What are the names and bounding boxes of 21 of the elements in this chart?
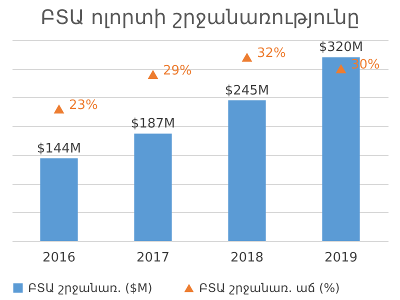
point: [148, 70, 158, 79]
data-label: 23%: [69, 98, 98, 113]
x-tick-label: 2016: [42, 250, 76, 266]
data-label: 32%: [257, 46, 286, 62]
data-label: 29%: [163, 63, 192, 78]
x-tick-label: 2018: [230, 250, 264, 266]
legend-label: ԲՏԱ շրջանառ. ($M): [28, 281, 152, 295]
bar: [40, 158, 78, 241]
data-label: $144M: [36, 141, 82, 156]
x-tick-label: 2019: [324, 250, 358, 266]
x-tick-label: 2017: [136, 250, 170, 266]
chart-title: ԲՏԱ ոլորտի շրջանառությունը: [40, 5, 360, 29]
point: [54, 104, 64, 114]
data-label: $187M: [130, 116, 176, 132]
point: [336, 64, 346, 74]
bar: [228, 100, 266, 241]
point: [242, 52, 252, 62]
data-label: $320M: [318, 40, 364, 56]
data-label: $245M: [224, 83, 270, 98]
bar: [134, 134, 172, 241]
legend-label: ԲՏԱ շրջանառ. աճ (%): [199, 281, 340, 295]
